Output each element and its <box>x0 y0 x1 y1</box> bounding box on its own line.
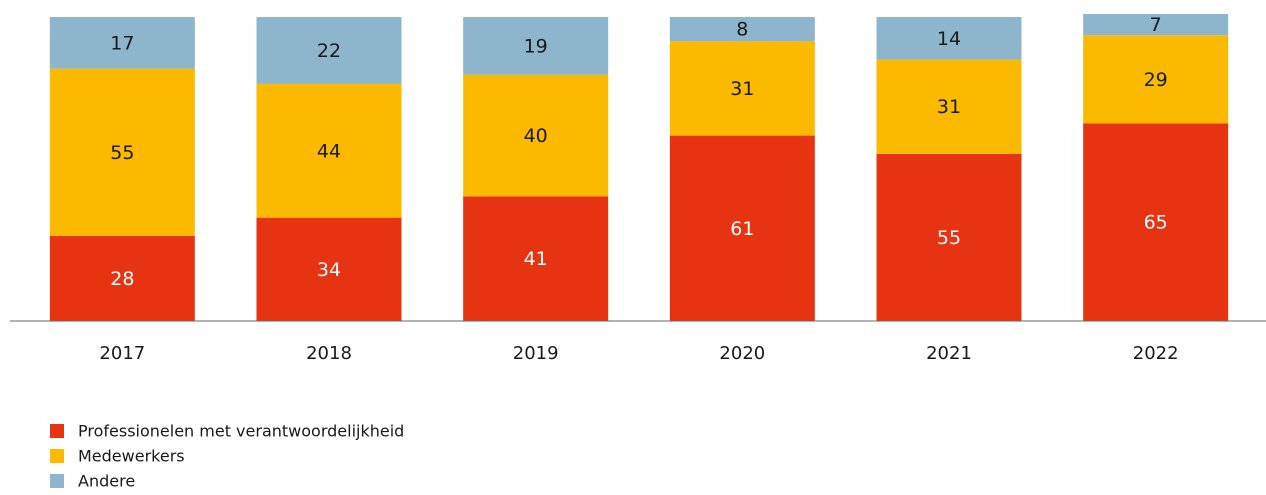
bar-segment <box>669 135 815 321</box>
legend-swatch <box>50 474 64 488</box>
x-tick-label: 2022 <box>1133 343 1179 364</box>
bar-segment <box>49 235 195 321</box>
segment-label: 41 <box>524 248 548 270</box>
bar-segment <box>876 153 1022 321</box>
segment-label: 28 <box>110 268 134 290</box>
legend-label: Professionelen met verantwoordelijkheid <box>78 422 404 441</box>
x-tick-label: 2020 <box>719 343 765 364</box>
bar-segment <box>49 17 195 69</box>
bar-segment <box>463 196 609 321</box>
segment-label: 55 <box>937 227 961 249</box>
bar-segment <box>1083 123 1229 321</box>
segment-label: 19 <box>524 35 548 57</box>
legend-swatch <box>50 424 64 438</box>
bar-segment <box>876 59 1022 154</box>
bar-segment <box>1083 14 1229 36</box>
legend-label: Medewerkers <box>78 447 185 466</box>
segment-label: 31 <box>730 78 754 100</box>
segment-label: 44 <box>317 140 341 162</box>
segment-label: 22 <box>317 40 341 62</box>
segment-label: 14 <box>937 28 961 50</box>
bar-segment <box>256 217 402 321</box>
bar-segment <box>256 17 402 84</box>
bar-segment <box>463 74 609 197</box>
bar-segment <box>669 17 815 42</box>
segment-label: 61 <box>730 218 754 240</box>
legend-label: Andere <box>78 472 135 491</box>
segment-label: 40 <box>524 125 548 147</box>
segment-label: 65 <box>1144 212 1168 234</box>
segment-label: 34 <box>317 259 341 281</box>
bar-segment <box>876 17 1022 60</box>
segment-label: 7 <box>1150 14 1162 36</box>
segment-label: 17 <box>110 32 134 54</box>
bar-segment <box>1083 35 1229 124</box>
legend-swatch <box>50 449 64 463</box>
x-tick-label: 2021 <box>926 343 972 364</box>
segment-label: 55 <box>110 142 134 164</box>
segment-label: 8 <box>736 19 748 41</box>
x-tick-label: 2018 <box>306 343 352 364</box>
bar-segment <box>49 68 195 236</box>
x-tick-label: 2017 <box>99 343 145 364</box>
segment-label: 31 <box>937 96 961 118</box>
bar-segment <box>669 41 815 136</box>
x-tick-label: 2019 <box>513 343 559 364</box>
bar-segment <box>256 83 402 218</box>
bar-segment <box>463 17 609 75</box>
segment-label: 29 <box>1144 69 1168 91</box>
